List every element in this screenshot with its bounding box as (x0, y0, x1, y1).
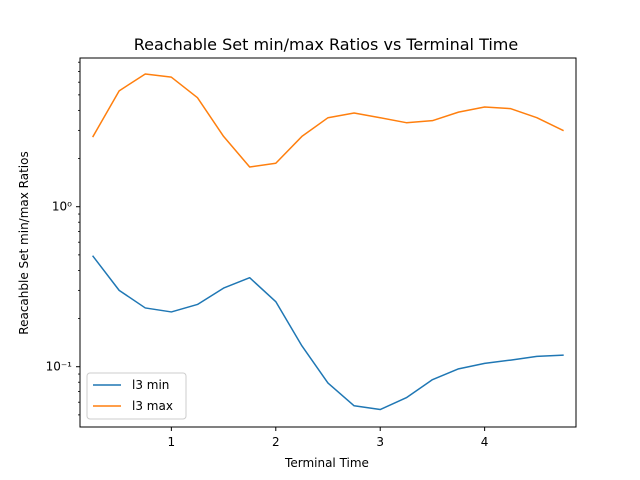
legend: l3 min l3 max (86, 372, 187, 420)
axis-ticks: 1 2 3 4 10⁻¹ 10⁰ (46, 61, 489, 449)
series-line-l3-max (92, 73, 564, 168)
x-tick-label: 1 (168, 435, 176, 449)
x-tick-label: 4 (481, 435, 489, 449)
y-tick-label: 10⁻¹ (46, 360, 73, 374)
x-tick-label: 3 (376, 435, 384, 449)
x-axis-label: Terminal Time (284, 456, 369, 470)
legend-label: l3 max (132, 399, 173, 413)
plot-frame (79, 57, 577, 428)
y-axis-label: Reacahble Set min/max Ratios (17, 151, 31, 334)
x-tick-label: 2 (272, 435, 280, 449)
plot-lines (91, 73, 564, 411)
series-line-l3-min (91, 255, 564, 411)
chart-title: Reachable Set min/max Ratios vs Terminal… (134, 35, 518, 54)
legend-label: l3 min (132, 378, 169, 392)
y-tick-label: 10⁰ (52, 200, 72, 214)
